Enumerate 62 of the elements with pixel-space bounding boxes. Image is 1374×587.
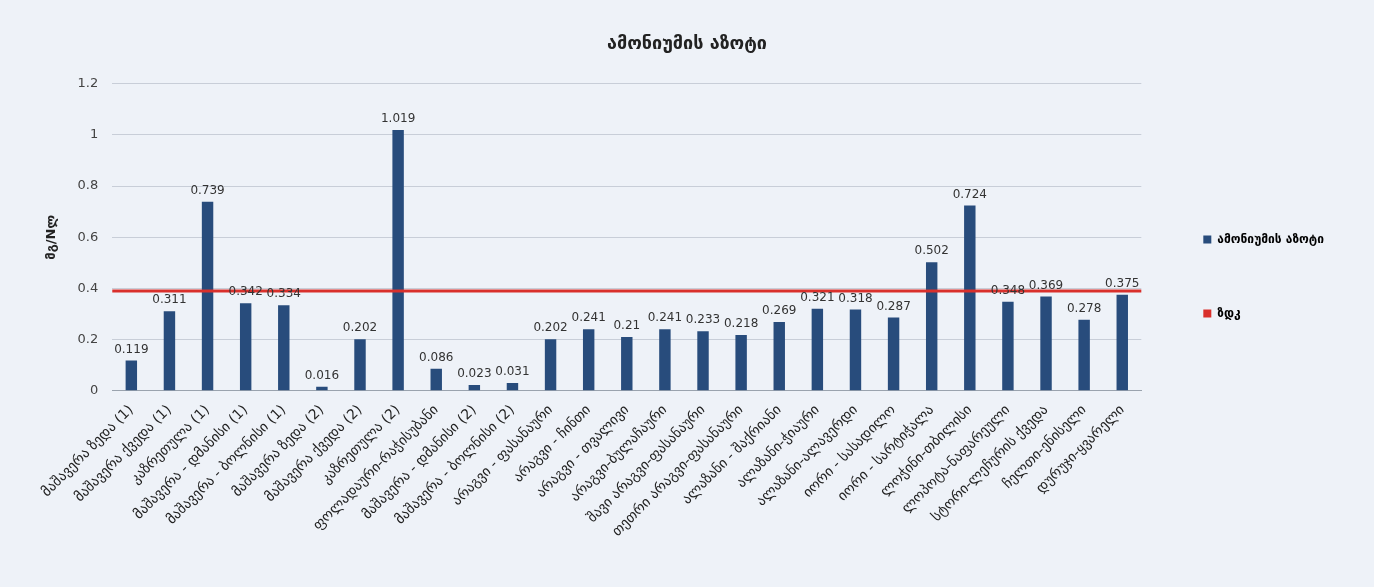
bar xyxy=(239,303,252,391)
y-axis-title: მგ/Nლ xyxy=(43,214,59,260)
bar xyxy=(1078,319,1090,391)
y-tick-label: 1 xyxy=(89,126,99,142)
data-label: 0.218 xyxy=(723,316,759,331)
bar xyxy=(621,337,633,391)
bar xyxy=(582,329,595,391)
data-label: 0.119 xyxy=(114,341,149,356)
bar xyxy=(278,305,290,391)
data-label: 0.21 xyxy=(613,318,641,333)
bar xyxy=(201,201,214,391)
data-label: 0.023 xyxy=(457,366,492,381)
data-label: 0.375 xyxy=(1105,275,1140,290)
bar xyxy=(811,308,824,391)
legend-label: ზდკ xyxy=(1217,305,1241,320)
data-label: 0.502 xyxy=(914,243,949,258)
bar xyxy=(887,317,900,391)
data-label: 0.724 xyxy=(952,186,987,201)
data-label: 0.233 xyxy=(685,312,721,327)
bar xyxy=(544,339,557,391)
bar xyxy=(735,335,747,391)
data-label: 0.348 xyxy=(990,282,1026,297)
data-label: 0.369 xyxy=(1028,277,1064,292)
y-tick-label: 1.2 xyxy=(77,74,99,90)
bar xyxy=(697,331,709,391)
data-label: 0.739 xyxy=(190,182,225,197)
data-label: 1.019 xyxy=(380,111,416,126)
chart-title: ამონიუმის აზოტი xyxy=(606,32,768,54)
data-label: 0.321 xyxy=(800,289,835,304)
data-label: 0.016 xyxy=(304,367,340,382)
data-label: 0.311 xyxy=(152,292,187,307)
bar xyxy=(925,262,938,391)
data-label: 0.241 xyxy=(571,310,606,325)
y-tick-label: 0.2 xyxy=(77,331,99,347)
bar xyxy=(1040,296,1052,391)
data-label: 0.269 xyxy=(762,303,797,318)
data-label: 0.287 xyxy=(876,298,911,313)
bar xyxy=(163,311,176,391)
bar xyxy=(1116,294,1128,391)
bar xyxy=(849,309,862,391)
bar xyxy=(964,205,976,391)
bar xyxy=(659,329,671,391)
data-label: 0.342 xyxy=(228,284,263,299)
data-label: 0.278 xyxy=(1066,300,1102,315)
bar xyxy=(392,129,404,391)
data-label: 0.031 xyxy=(495,364,530,379)
data-label: 0.202 xyxy=(342,320,378,335)
data-label: 0.086 xyxy=(419,349,454,364)
bar xyxy=(125,360,138,391)
bar xyxy=(354,339,366,391)
y-tick-label: 0.8 xyxy=(77,177,99,193)
bar xyxy=(1002,301,1014,391)
bar xyxy=(430,368,442,391)
data-label: 0.202 xyxy=(533,320,568,335)
y-tick-label: 0 xyxy=(89,382,99,398)
data-label: 0.318 xyxy=(838,290,873,305)
y-tick-label: 0.6 xyxy=(77,228,99,244)
bar xyxy=(506,382,519,391)
data-label: 0.241 xyxy=(647,310,683,325)
y-tick-label: 0.4 xyxy=(77,279,99,295)
bar xyxy=(773,321,785,391)
legend-label: ამონიუმის აზოტი xyxy=(1217,231,1325,246)
